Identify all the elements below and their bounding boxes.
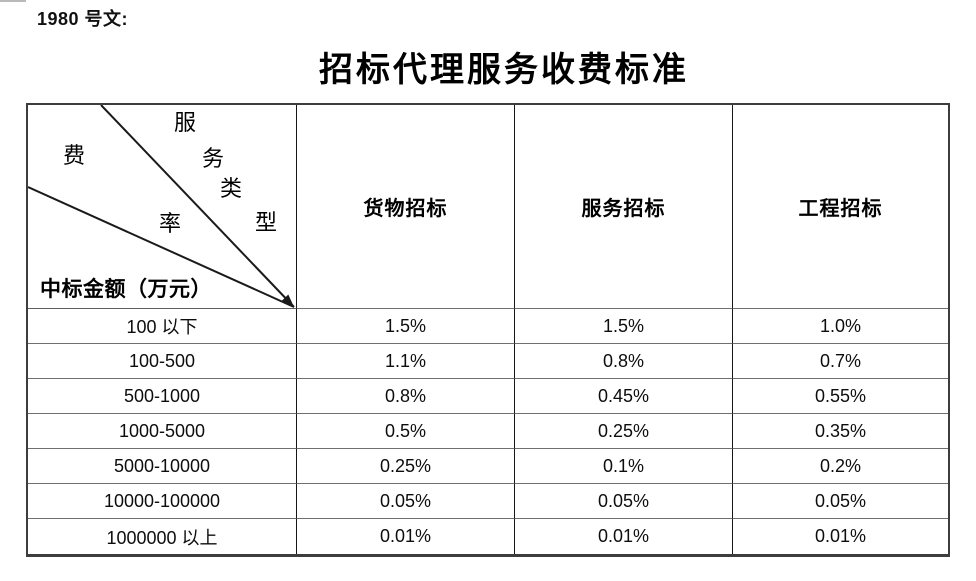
amount-range-label: 500-1000 [28, 379, 297, 414]
diagonal-divider-lines [28, 105, 295, 308]
arrowhead [281, 294, 294, 307]
amount-range-label: 1000000 以上 [28, 519, 297, 554]
column-header-engineering: 工程招标 [733, 105, 948, 309]
doc-reference-number: 1980 号文: [37, 9, 129, 29]
scan-artifact [0, 0, 26, 2]
rate-cell: 0.5% [297, 414, 515, 449]
corner-amount-label: 中标金额（万元） [40, 277, 212, 301]
fee-standard-table: 服 务 类 型 费 率 中标金额（万元） 货物招标 服务招标 工程招标 100 … [26, 103, 950, 557]
rate-cell: 0.25% [297, 449, 515, 484]
rate-cell: 1.1% [297, 344, 515, 379]
rate-cell: 0.05% [515, 484, 733, 519]
rate-cell: 0.01% [297, 519, 515, 554]
rate-cell: 0.2% [733, 449, 948, 484]
corner-label-rate-char: 费 [62, 143, 85, 168]
rate-cell: 0.55% [733, 379, 948, 414]
amount-range-label: 1000-5000 [28, 414, 297, 449]
rate-cell: 0.8% [297, 379, 515, 414]
corner-label-service-char: 务 [201, 146, 224, 171]
rate-cell: 0.8% [515, 344, 733, 379]
rate-cell: 0.7% [733, 344, 948, 379]
rate-cell: 0.25% [515, 414, 733, 449]
corner-label-service-char: 类 [219, 176, 242, 201]
rate-cell: 1.0% [733, 309, 948, 344]
rate-cell: 0.1% [515, 449, 733, 484]
corner-label-rate-char: 率 [158, 211, 181, 236]
table-corner-cell: 服 务 类 型 费 率 中标金额（万元） [28, 105, 297, 309]
amount-range-label: 100 以下 [28, 309, 297, 344]
amount-range-label: 10000-100000 [28, 484, 297, 519]
column-header-goods: 货物招标 [297, 105, 515, 309]
corner-label-service-char: 型 [254, 210, 277, 235]
rate-cell: 0.05% [733, 484, 948, 519]
column-header-service: 服务招标 [515, 105, 733, 309]
corner-label-service-char: 服 [173, 110, 196, 135]
rate-cell: 0.01% [515, 519, 733, 554]
rate-cell: 0.45% [515, 379, 733, 414]
rate-cell: 1.5% [515, 309, 733, 344]
amount-range-label: 100-500 [28, 344, 297, 379]
amount-range-label: 5000-10000 [28, 449, 297, 484]
page-title: 招标代理服务收费标准 [319, 52, 689, 89]
rate-cell: 0.35% [733, 414, 948, 449]
rate-cell: 0.05% [297, 484, 515, 519]
rate-cell: 0.01% [814, 526, 867, 546]
rate-cell: 1.5% [297, 309, 515, 344]
